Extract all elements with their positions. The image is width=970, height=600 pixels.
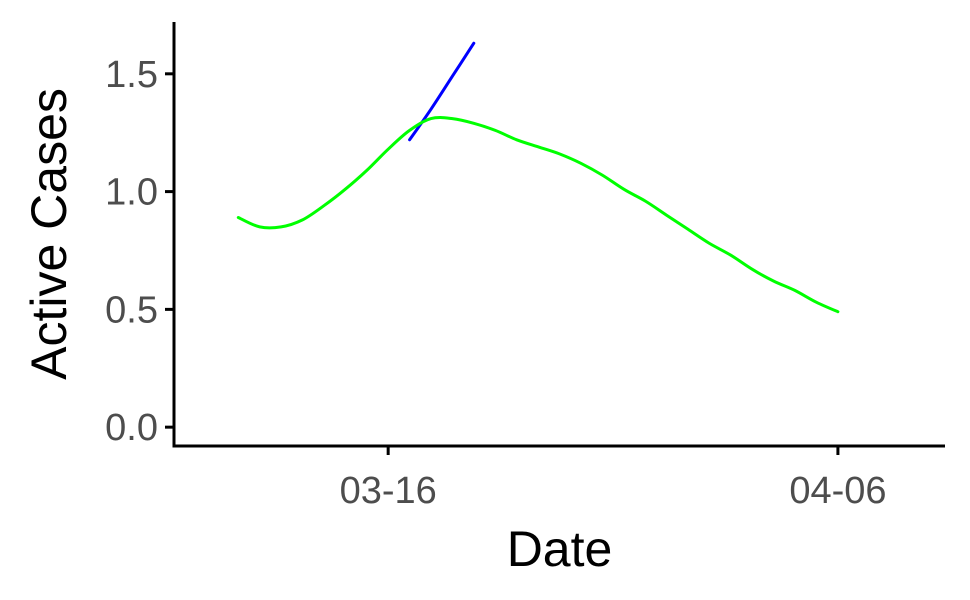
series-line-2 [236, 116, 840, 314]
x-axis-title: Date [507, 521, 613, 577]
y-tick-label: 1.5 [105, 54, 158, 96]
series-line-1 [408, 41, 476, 142]
y-tick-label: 0.5 [105, 289, 158, 331]
y-tick-label: 1.0 [105, 172, 158, 214]
y-axis-ticks: 0.0 0.5 1.0 1.5 [105, 54, 174, 449]
y-axis-title: Active Cases [21, 88, 77, 380]
x-tick-label: 04-06 [789, 470, 886, 512]
plot-area [236, 41, 840, 314]
x-axis-ticks: 03-16 04-06 [340, 446, 887, 512]
x-tick-label: 03-16 [340, 470, 437, 512]
y-tick-label: 0.0 [105, 407, 158, 449]
series-layer [236, 41, 840, 314]
